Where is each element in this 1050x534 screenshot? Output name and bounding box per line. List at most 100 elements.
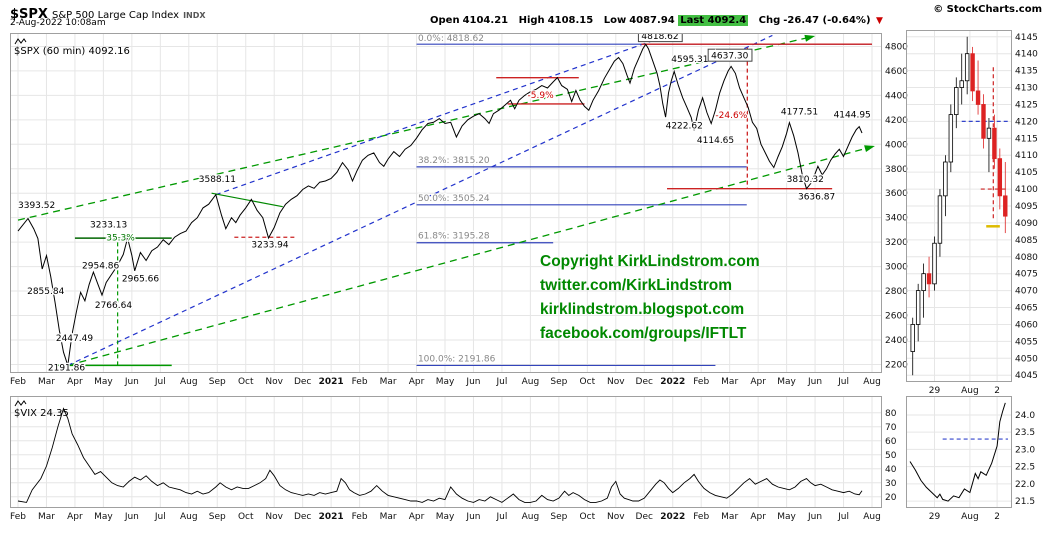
x-axis-label: Aug bbox=[961, 512, 979, 522]
ticker-symbol: $SPX bbox=[10, 7, 48, 22]
candle-body bbox=[959, 80, 964, 88]
high-value: 4108.15 bbox=[547, 15, 594, 26]
annotation-label: 2447.49 bbox=[56, 334, 93, 344]
x-axis-label: Feb bbox=[352, 512, 368, 522]
trendline bbox=[67, 34, 773, 366]
y-axis-label: 4800 bbox=[885, 42, 908, 52]
y-axis-label: 4140 bbox=[1015, 50, 1038, 60]
y-axis-label: 20 bbox=[885, 493, 897, 503]
candle-body bbox=[943, 161, 948, 197]
trendline bbox=[215, 36, 665, 196]
x-axis-label: Apr bbox=[750, 377, 766, 387]
annotation-label: 3393.52 bbox=[18, 201, 55, 211]
vix-chart: 80 70 60 50 40 30 20 Feb Mar Apr May Jun Jul Aug Sep Oc… bbox=[10, 396, 927, 526]
x-axis-label: Dec bbox=[294, 512, 311, 522]
chart-header: $SPX S&P 500 Large Cap Index INDX bbox=[10, 3, 206, 22]
y-axis-label: 24.0 bbox=[1015, 411, 1035, 421]
annotation-label: 2855.84 bbox=[27, 287, 64, 297]
x-axis-label: Sep bbox=[550, 512, 567, 522]
main-price-chart: 4800 4600 4400 4200 4000 3800 3600 3400 3200 3000… bbox=[10, 33, 927, 391]
x-axis-label: Jul bbox=[837, 512, 849, 522]
chg-value: -26.47 (-0.64%) bbox=[783, 15, 871, 26]
candle-body bbox=[954, 87, 959, 116]
x-axis-label: Feb bbox=[693, 377, 709, 387]
x-axis-label: May bbox=[436, 512, 455, 522]
x-axis-label: Nov bbox=[265, 512, 283, 522]
x-axis-label: May bbox=[94, 512, 113, 522]
annotation-label: 3810.32 bbox=[787, 175, 824, 185]
annotation-label: 2954.86 bbox=[82, 261, 119, 271]
annotation-label: 2766.64 bbox=[95, 301, 132, 311]
intraday-candle-chart-svg: 4145 4140 4135 4130 4125 4120 4115 4110 4105 4100… bbox=[906, 30, 1038, 396]
intraday-vix-chart-svg: 24.0 23.5 23.0 22.5 22.0 21.5 29 Aug 2 bbox=[906, 396, 1035, 522]
x-axis-label: Dec bbox=[294, 377, 311, 387]
y-axis-label: 3200 bbox=[885, 238, 908, 248]
copyright-block: Copyright KirkLindstrom.com twitter.com/… bbox=[540, 250, 760, 346]
x-axis-label: Jul bbox=[496, 512, 508, 522]
candle-body bbox=[937, 195, 943, 244]
candle-body bbox=[926, 273, 932, 285]
x-axis-label: Jun bbox=[124, 377, 139, 387]
y-axis-label: 3600 bbox=[885, 189, 908, 199]
x-axis-label: Mar bbox=[721, 377, 738, 387]
x-axis-label: 2 bbox=[994, 512, 1000, 522]
x-axis-label: Jul bbox=[154, 512, 166, 522]
y-axis-label: 4095 bbox=[1015, 202, 1038, 212]
x-axis-label: Oct bbox=[580, 377, 596, 387]
annotation-label: 38.2%: 3815.20 bbox=[418, 156, 490, 166]
y-axis-label: 60 bbox=[885, 437, 897, 447]
spx-legend: $SPX (60 min) 4092.16 bbox=[14, 37, 130, 57]
y-axis-label: 4100 bbox=[1015, 185, 1038, 195]
candle-body bbox=[948, 114, 954, 163]
y-axis-label: 4115 bbox=[1015, 134, 1038, 144]
x-axis-label: Sep bbox=[550, 377, 567, 387]
y-axis-label: 4075 bbox=[1015, 270, 1038, 280]
candle-body bbox=[992, 127, 997, 160]
x-axis-label: Apr bbox=[67, 512, 83, 522]
candle-body bbox=[932, 242, 937, 285]
y-axis-label: 2400 bbox=[885, 336, 908, 346]
y-axis-label: 21.5 bbox=[1015, 497, 1035, 507]
x-axis-label: Feb bbox=[10, 377, 26, 387]
x-axis-label: Dec bbox=[636, 512, 653, 522]
y-axis-label: 70 bbox=[885, 423, 897, 433]
y-axis-label: 30 bbox=[885, 479, 897, 489]
x-axis-label: Jul bbox=[154, 377, 166, 387]
x-axis-label: Aug bbox=[863, 512, 881, 522]
candle-body bbox=[981, 104, 986, 139]
x-axis-label: 2021 bbox=[319, 512, 344, 522]
quote-bar: Open 4104.21 High 4108.15 Low 4087.94 Last … bbox=[430, 15, 883, 26]
annotation-label-box bbox=[637, 33, 683, 43]
copyright-line: Copyright KirkLindstrom.com bbox=[540, 253, 760, 270]
annotation-label: 50.0%: 3505.24 bbox=[418, 194, 490, 204]
y-axis-label: 4130 bbox=[1015, 84, 1038, 94]
annotation-label: 4114.65 bbox=[697, 136, 734, 146]
y-axis-label: 4125 bbox=[1015, 100, 1038, 110]
plot-border bbox=[10, 33, 882, 373]
y-axis-label: 4045 bbox=[1015, 371, 1038, 381]
y-axis-label: 3000 bbox=[885, 263, 908, 273]
x-axis-label: Sep bbox=[209, 512, 226, 522]
x-axis-label: Apr bbox=[750, 512, 766, 522]
x-axis-label: Jul bbox=[496, 377, 508, 387]
copyright-line: facebook.com/groups/IFTLT bbox=[540, 325, 747, 342]
y-axis-label: 22.5 bbox=[1015, 463, 1035, 473]
y-axis-label: 50 bbox=[885, 451, 897, 461]
y-axis-label: 3400 bbox=[885, 214, 908, 224]
plot-border bbox=[10, 396, 882, 508]
annotation-label: 61.8%: 3195.28 bbox=[418, 232, 490, 242]
x-axis-label: Jun bbox=[465, 512, 480, 522]
spx-line bbox=[17, 43, 863, 366]
y-axis-label: 4000 bbox=[885, 140, 908, 150]
vix-mini-line bbox=[909, 402, 1006, 502]
trendline bbox=[67, 146, 873, 367]
last-label: Last bbox=[680, 15, 705, 26]
trendline bbox=[211, 192, 283, 208]
vix-legend: $VIX 24.35 bbox=[14, 399, 69, 419]
last-quote-highlight: Last 4092.4 bbox=[678, 15, 749, 26]
x-axis-label: Jun bbox=[807, 512, 822, 522]
y-axis-label: 40 bbox=[885, 465, 897, 475]
candle-body bbox=[910, 324, 915, 352]
x-axis-label: May bbox=[94, 377, 113, 387]
stockcharts-brand-link[interactable]: © StockCharts.com bbox=[933, 4, 1042, 15]
